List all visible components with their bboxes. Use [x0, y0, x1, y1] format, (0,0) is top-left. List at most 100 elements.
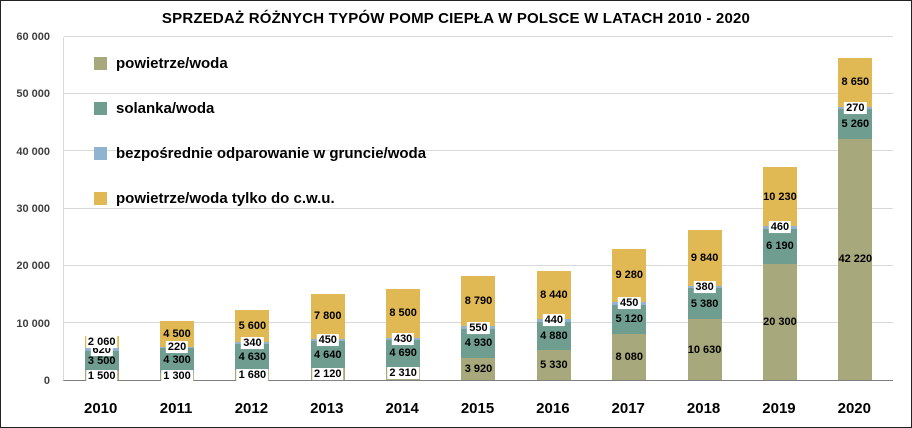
- plot-area: 1 500 3 500 620 2 060 1 300 4 300 220 4 500 1 68…: [63, 36, 893, 383]
- bar-segment: [762, 263, 797, 380]
- data-label: 8 440: [540, 288, 568, 301]
- bar-segment: [762, 228, 797, 264]
- x-tick-label: 2011: [159, 400, 193, 417]
- legend-swatch: [94, 192, 107, 205]
- data-label: 4 630: [238, 351, 267, 364]
- data-label: 4 930: [464, 337, 493, 350]
- data-label: 2 310: [387, 367, 419, 380]
- data-label: 270: [844, 101, 867, 114]
- data-label: 380: [693, 281, 716, 294]
- data-label: 2 120: [311, 367, 344, 380]
- data-label: 4 880: [540, 329, 568, 342]
- data-label: 9 280: [615, 269, 643, 282]
- gridline: [64, 207, 893, 209]
- data-label: 9 840: [690, 252, 719, 265]
- legend-label: powietrze/woda tylko do c.w.u.: [116, 190, 335, 207]
- bar-segment: [310, 294, 345, 339]
- data-label: 450: [316, 334, 339, 347]
- data-label: 550: [467, 321, 490, 334]
- data-label: 4 690: [389, 347, 417, 360]
- y-tick-label: 30 000: [16, 203, 50, 215]
- bar-segment: [687, 288, 722, 320]
- bar-2019: 20 300 6 190 460 10 230: [742, 37, 817, 380]
- chart-title: SPRZEDAŻ RÓŻNYCH TYPÓW POMP CIEPŁA W POL…: [161, 10, 751, 27]
- data-label: 340: [241, 336, 264, 350]
- bar-segment: [612, 333, 647, 380]
- bar-segment: [461, 357, 496, 380]
- x-tick-label: 2017: [611, 400, 645, 417]
- bar-segment: [461, 276, 496, 327]
- legend-item: powietrze/woda tylko do c.w.u.: [94, 190, 426, 207]
- x-tick-label: 2010: [83, 400, 118, 417]
- bar-segment: [84, 351, 119, 372]
- x-tick-label: 2014: [385, 400, 419, 417]
- data-label: 5 260: [841, 117, 870, 130]
- data-label: 20 300: [763, 315, 797, 328]
- y-tick-label: 60 000: [16, 31, 50, 43]
- data-label: 42 220: [838, 253, 873, 266]
- data-label: 5 120: [615, 313, 643, 326]
- data-label: 3 920: [464, 362, 493, 375]
- data-label: 4 640: [313, 348, 342, 361]
- y-axis: 0 10 000 20 000 30 000 40 000 50 000 60 000: [1, 31, 57, 387]
- data-label: 3 500: [87, 355, 116, 368]
- data-label: 1 300: [161, 370, 193, 383]
- bar-2017: 8 080 5 120 450 9 280: [592, 37, 667, 380]
- legend-item: solanka/woda: [94, 100, 426, 117]
- legend-swatch: [94, 147, 107, 160]
- data-label: 8 500: [389, 307, 417, 320]
- bar-2016: 5 330 4 880 440 8 440: [516, 37, 591, 380]
- gridline: [64, 36, 893, 37]
- x-tick-label: 2019: [762, 400, 796, 417]
- bars-layer: 1 500 3 500 620 2 060 1 300 4 300 220 4 500 1 68…: [64, 37, 893, 383]
- x-tick-label: 2020: [837, 400, 871, 417]
- data-label: 4 500: [163, 327, 191, 340]
- legend: powietrze/woda solanka/woda bezpośrednie o…: [94, 55, 426, 235]
- bar-segment: [386, 288, 421, 338]
- data-label: 5 330: [540, 358, 568, 371]
- bar-segment: [612, 304, 647, 334]
- data-label: 5 380: [690, 297, 719, 310]
- legend-swatch: [94, 57, 107, 70]
- bar-2014: 2 310 4 690 430 8 500: [365, 37, 440, 380]
- data-label: 2 060: [85, 335, 118, 349]
- legend-label: solanka/woda: [116, 100, 215, 117]
- data-label: 430: [391, 332, 415, 345]
- data-label: 10 630: [687, 343, 722, 356]
- bar-segment: [762, 167, 797, 226]
- data-label: 440: [542, 314, 566, 327]
- bar-segment: [687, 230, 722, 287]
- bar-segment: [536, 270, 571, 320]
- x-tick-label: 2013: [310, 400, 344, 417]
- bar-2011: 1 300 4 300 220 4 500: [139, 37, 214, 383]
- y-tick-label: 50 000: [16, 88, 50, 101]
- bar-2010: 1 500 3 500 620 2 060: [64, 37, 139, 382]
- bar-2013: 2 120 4 640 450 7 800: [290, 37, 365, 380]
- bar-2018: 10 630 5 380 380 9 840: [667, 37, 742, 380]
- data-label: 1 680: [236, 369, 269, 382]
- data-label: 220: [165, 341, 189, 354]
- y-tick-label: 40 000: [16, 145, 50, 158]
- x-tick-label: 2018: [686, 400, 721, 417]
- y-tick-label: 0: [43, 375, 50, 387]
- legend-label: bezpośrednie odparowanie w gruncie/woda: [116, 145, 427, 162]
- bar-segment: [838, 138, 873, 380]
- data-label: 5 600: [238, 319, 267, 332]
- x-axis: 2010 2011 2012 2013 2014 2015 2016 2017 2018 2019…: [63, 400, 893, 420]
- data-label: 8 080: [615, 350, 643, 363]
- bar-2012: 1 680 4 630 340 5 600: [215, 37, 290, 382]
- data-label: 460: [768, 221, 792, 234]
- bar-segment: [235, 309, 270, 342]
- data-label: 1 500: [85, 369, 118, 382]
- bar-segment: [687, 319, 722, 380]
- gridline: [64, 264, 893, 266]
- y-tick-label: 20 000: [16, 260, 50, 273]
- data-label: 6 190: [766, 240, 794, 253]
- bar-segment: [612, 248, 647, 302]
- x-tick-label: 2015: [460, 400, 495, 417]
- x-tick-label: 2016: [536, 400, 570, 417]
- legend-item: powietrze/woda: [94, 55, 426, 72]
- bar-segment: [536, 349, 571, 380]
- bar-2015: 3 920 4 930 550 8 790: [441, 37, 516, 380]
